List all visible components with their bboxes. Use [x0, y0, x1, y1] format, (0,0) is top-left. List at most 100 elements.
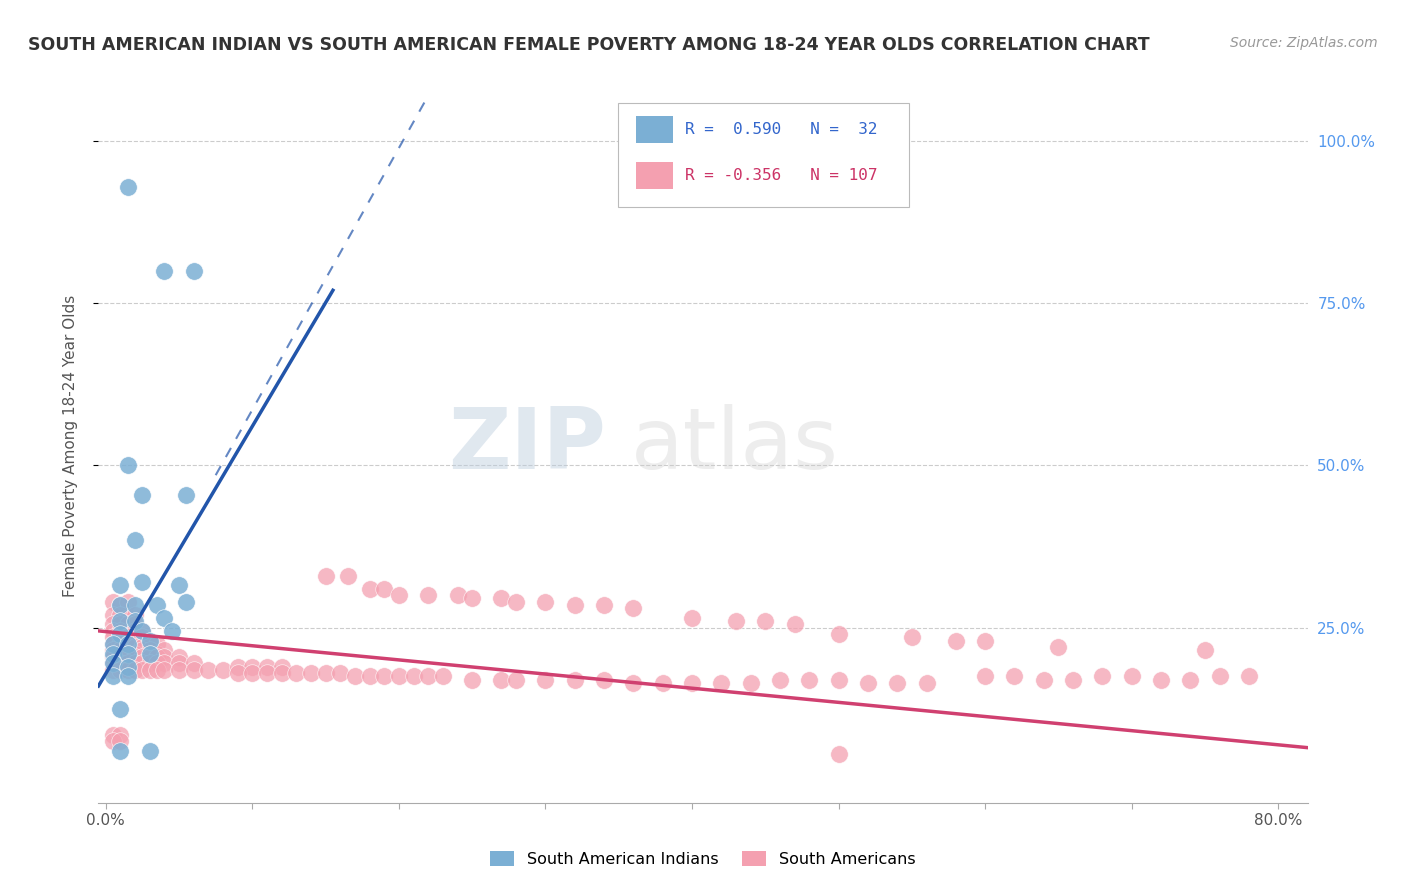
Point — [138, 643, 160, 657]
Point — [167, 663, 190, 677]
Point — [117, 657, 139, 671]
Point — [101, 617, 124, 632]
Point — [101, 624, 124, 638]
Text: Source: ZipAtlas.com: Source: ZipAtlas.com — [1230, 36, 1378, 50]
Point — [110, 657, 132, 671]
Point — [724, 614, 747, 628]
Point — [101, 663, 124, 677]
Point — [146, 663, 169, 677]
Point — [388, 588, 411, 602]
Point — [329, 666, 352, 681]
Point — [256, 659, 278, 673]
Point — [110, 598, 132, 612]
Point — [124, 624, 146, 638]
Point — [124, 657, 146, 671]
Point — [138, 744, 160, 758]
Point — [564, 598, 586, 612]
Point — [101, 643, 124, 657]
Point — [418, 669, 440, 683]
Point — [110, 624, 132, 638]
Point — [101, 631, 124, 645]
Point — [146, 647, 169, 661]
Point — [974, 669, 997, 683]
Point — [446, 588, 468, 602]
Y-axis label: Female Poverty Among 18-24 Year Olds: Female Poverty Among 18-24 Year Olds — [63, 295, 77, 597]
Point — [110, 734, 132, 748]
Point — [131, 575, 153, 590]
Point — [146, 637, 169, 651]
Point — [124, 598, 146, 612]
Point — [359, 582, 381, 596]
Text: SOUTH AMERICAN INDIAN VS SOUTH AMERICAN FEMALE POVERTY AMONG 18-24 YEAR OLDS COR: SOUTH AMERICAN INDIAN VS SOUTH AMERICAN … — [28, 36, 1150, 54]
Point — [101, 657, 124, 671]
Point — [110, 744, 132, 758]
Point — [101, 657, 124, 671]
Legend: South American Indians, South Americans: South American Indians, South Americans — [484, 845, 922, 873]
Point — [176, 595, 198, 609]
Point — [167, 578, 190, 592]
Point — [945, 633, 967, 648]
Point — [176, 488, 198, 502]
Bar — [637, 116, 672, 143]
Point — [505, 595, 527, 609]
Point — [564, 673, 586, 687]
Point — [418, 588, 440, 602]
Point — [901, 631, 924, 645]
Point — [124, 607, 146, 622]
Point — [681, 675, 703, 690]
Point — [240, 666, 263, 681]
Point — [117, 611, 139, 625]
Point — [461, 673, 484, 687]
Point — [153, 264, 176, 278]
Point — [131, 657, 153, 671]
FancyBboxPatch shape — [619, 103, 908, 207]
Point — [593, 673, 616, 687]
Point — [101, 669, 124, 683]
Point — [101, 728, 124, 742]
Point — [153, 611, 176, 625]
Point — [110, 578, 132, 592]
Point — [117, 669, 139, 683]
Point — [110, 607, 132, 622]
Point — [110, 728, 132, 742]
Point — [783, 617, 806, 632]
Point — [117, 595, 139, 609]
Point — [856, 675, 879, 690]
Point — [138, 649, 160, 664]
Point — [167, 657, 190, 671]
Point — [131, 624, 153, 638]
Point — [183, 264, 205, 278]
Point — [153, 643, 176, 657]
Point — [117, 458, 139, 473]
Point — [124, 663, 146, 677]
Point — [491, 591, 513, 606]
Point — [270, 659, 292, 673]
Point — [827, 673, 849, 687]
Point — [117, 647, 139, 661]
Point — [681, 611, 703, 625]
Point — [153, 649, 176, 664]
Point — [110, 627, 132, 641]
Point — [110, 643, 132, 657]
Point — [226, 666, 249, 681]
Point — [138, 637, 160, 651]
Point — [124, 649, 146, 664]
Point — [915, 675, 938, 690]
Point — [534, 595, 557, 609]
Point — [117, 663, 139, 677]
Point — [256, 666, 278, 681]
Point — [226, 659, 249, 673]
Point — [769, 673, 792, 687]
Text: R = -0.356   N = 107: R = -0.356 N = 107 — [685, 168, 877, 183]
Point — [1032, 673, 1054, 687]
Point — [1047, 640, 1070, 654]
Point — [110, 649, 132, 664]
Point — [131, 649, 153, 664]
Point — [117, 631, 139, 645]
Point — [124, 617, 146, 632]
Point — [117, 649, 139, 664]
Text: atlas: atlas — [630, 404, 838, 488]
Point — [974, 633, 997, 648]
Point — [117, 659, 139, 673]
Point — [593, 598, 616, 612]
